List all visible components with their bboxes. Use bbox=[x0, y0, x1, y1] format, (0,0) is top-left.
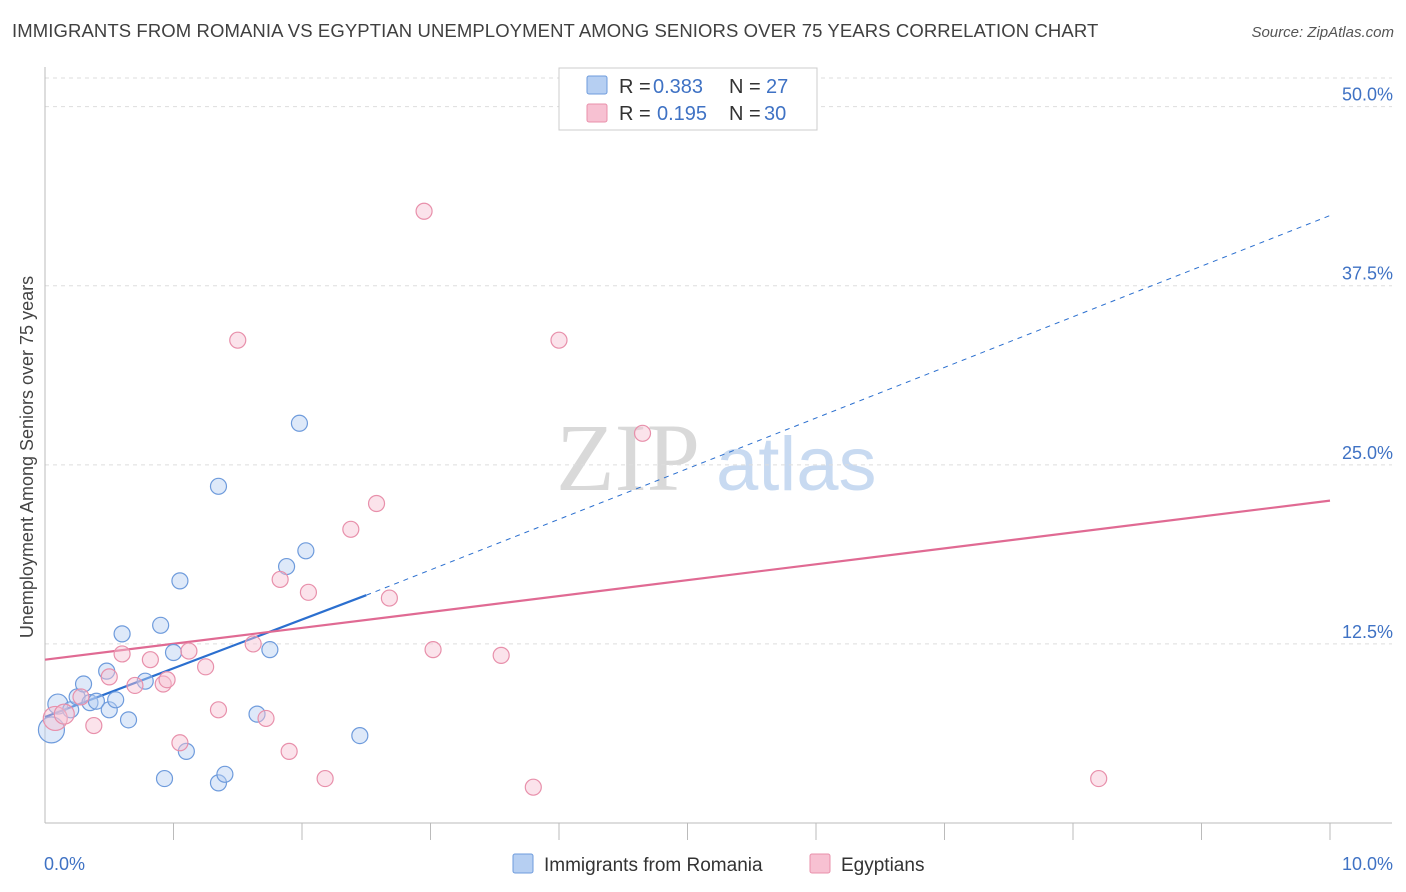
legend-label-romania: Immigrants from Romania bbox=[544, 855, 763, 876]
egyptians-point bbox=[171, 734, 189, 752]
romania-point bbox=[209, 774, 228, 792]
stats-n-label: N = bbox=[729, 103, 761, 125]
y-tick-label: 25.0% bbox=[1342, 443, 1393, 463]
romania-point bbox=[152, 616, 170, 634]
legend-label-egyptians: Egyptians bbox=[841, 855, 924, 876]
x-tick-label-right: 10.0% bbox=[1342, 854, 1393, 874]
egyptians-point bbox=[1090, 769, 1108, 788]
egyptians-point bbox=[380, 589, 398, 607]
egyptians-point bbox=[550, 331, 568, 349]
y-tick-label: 37.5% bbox=[1342, 264, 1393, 284]
egyptians-point bbox=[342, 520, 360, 538]
romania-point bbox=[171, 572, 189, 590]
stats-legend-pink-swatch bbox=[586, 103, 608, 123]
legend-swatch-egyptians bbox=[809, 853, 831, 874]
egyptians-trend-line bbox=[44, 499, 1331, 661]
romania-point bbox=[100, 701, 118, 719]
romania-point bbox=[177, 742, 195, 760]
egyptians-point bbox=[229, 331, 247, 349]
romania-point bbox=[155, 769, 174, 788]
romania-point bbox=[261, 641, 279, 659]
x-tick-label-left: 0.0% bbox=[44, 854, 85, 874]
egyptians-point bbox=[367, 494, 386, 513]
romania-point bbox=[113, 625, 131, 643]
trend-lines bbox=[44, 215, 1331, 719]
egyptians-point bbox=[492, 646, 510, 664]
egyptians-point bbox=[316, 769, 334, 788]
egyptians-point bbox=[257, 709, 275, 728]
romania-point bbox=[216, 765, 234, 783]
legend-swatch-romania bbox=[512, 853, 534, 874]
source-credit: Source: ZipAtlas.com bbox=[1251, 24, 1394, 41]
y-axis-label: Unemployment Among Seniors over 75 years bbox=[17, 276, 37, 638]
stats-blue-n: 27 bbox=[766, 76, 788, 98]
egyptians-point bbox=[141, 651, 159, 669]
series-legend: Immigrants from Romania Egyptians bbox=[512, 853, 924, 876]
romania-point bbox=[136, 672, 154, 690]
x-tick-labels: 0.0% 10.0% bbox=[44, 854, 1393, 874]
egyptians-point bbox=[244, 635, 262, 653]
stats-r-label: R = bbox=[619, 103, 651, 125]
romania-point bbox=[248, 705, 266, 723]
egyptians-point bbox=[53, 703, 75, 725]
stats-r-label: R = bbox=[619, 76, 651, 98]
stats-pink-n: 30 bbox=[764, 103, 786, 125]
watermark: ZIP atlas bbox=[556, 404, 877, 511]
stats-legend: R = 0.383 N = 27 R = 0.195 N = 30 bbox=[558, 67, 818, 131]
romania-trend-extension bbox=[366, 215, 1331, 596]
romania-point bbox=[351, 727, 369, 745]
egyptians-point bbox=[180, 642, 198, 660]
egyptians-point bbox=[113, 645, 131, 663]
chart-title: IMMIGRANTS FROM ROMANIA VS EGYPTIAN UNEM… bbox=[12, 20, 1099, 41]
stats-legend-blue-swatch bbox=[586, 75, 608, 95]
romania-point bbox=[164, 643, 183, 662]
romania-point bbox=[119, 711, 138, 729]
y-tick-label: 12.5% bbox=[1342, 622, 1393, 642]
egyptians-point bbox=[424, 641, 442, 659]
egyptians-point bbox=[72, 688, 90, 706]
egyptians-point bbox=[299, 583, 318, 601]
watermark-zip: ZIP bbox=[556, 404, 700, 511]
egyptians-point bbox=[280, 742, 298, 760]
egyptians-point bbox=[158, 671, 176, 689]
egyptians-point bbox=[415, 202, 433, 220]
data-points bbox=[37, 202, 1108, 796]
romania-point bbox=[107, 691, 125, 709]
egyptians-point bbox=[85, 716, 103, 735]
romania-trend-line bbox=[44, 594, 367, 719]
gridlines bbox=[45, 77, 1392, 645]
egyptians-point bbox=[524, 778, 542, 796]
egyptians-point bbox=[271, 570, 289, 589]
romania-point bbox=[81, 694, 99, 712]
stats-n-label: N = bbox=[729, 76, 761, 98]
egyptians-point bbox=[209, 701, 228, 719]
axes bbox=[44, 67, 1392, 840]
watermark-atlas: atlas bbox=[716, 422, 877, 507]
egyptians-point bbox=[126, 676, 144, 695]
y-tick-labels: 12.5% 25.0% 37.5% 50.0% bbox=[1342, 85, 1393, 642]
romania-point bbox=[209, 477, 228, 495]
romania-point bbox=[290, 414, 309, 432]
egyptians-point bbox=[197, 658, 215, 676]
romania-point bbox=[297, 542, 315, 560]
y-tick-label: 50.0% bbox=[1342, 85, 1393, 105]
egyptians-point bbox=[100, 668, 118, 686]
stats-blue-r: 0.383 bbox=[653, 76, 703, 98]
egyptians-point bbox=[633, 424, 652, 442]
stats-pink-r: 0.195 bbox=[657, 103, 707, 125]
romania-point bbox=[74, 675, 93, 693]
